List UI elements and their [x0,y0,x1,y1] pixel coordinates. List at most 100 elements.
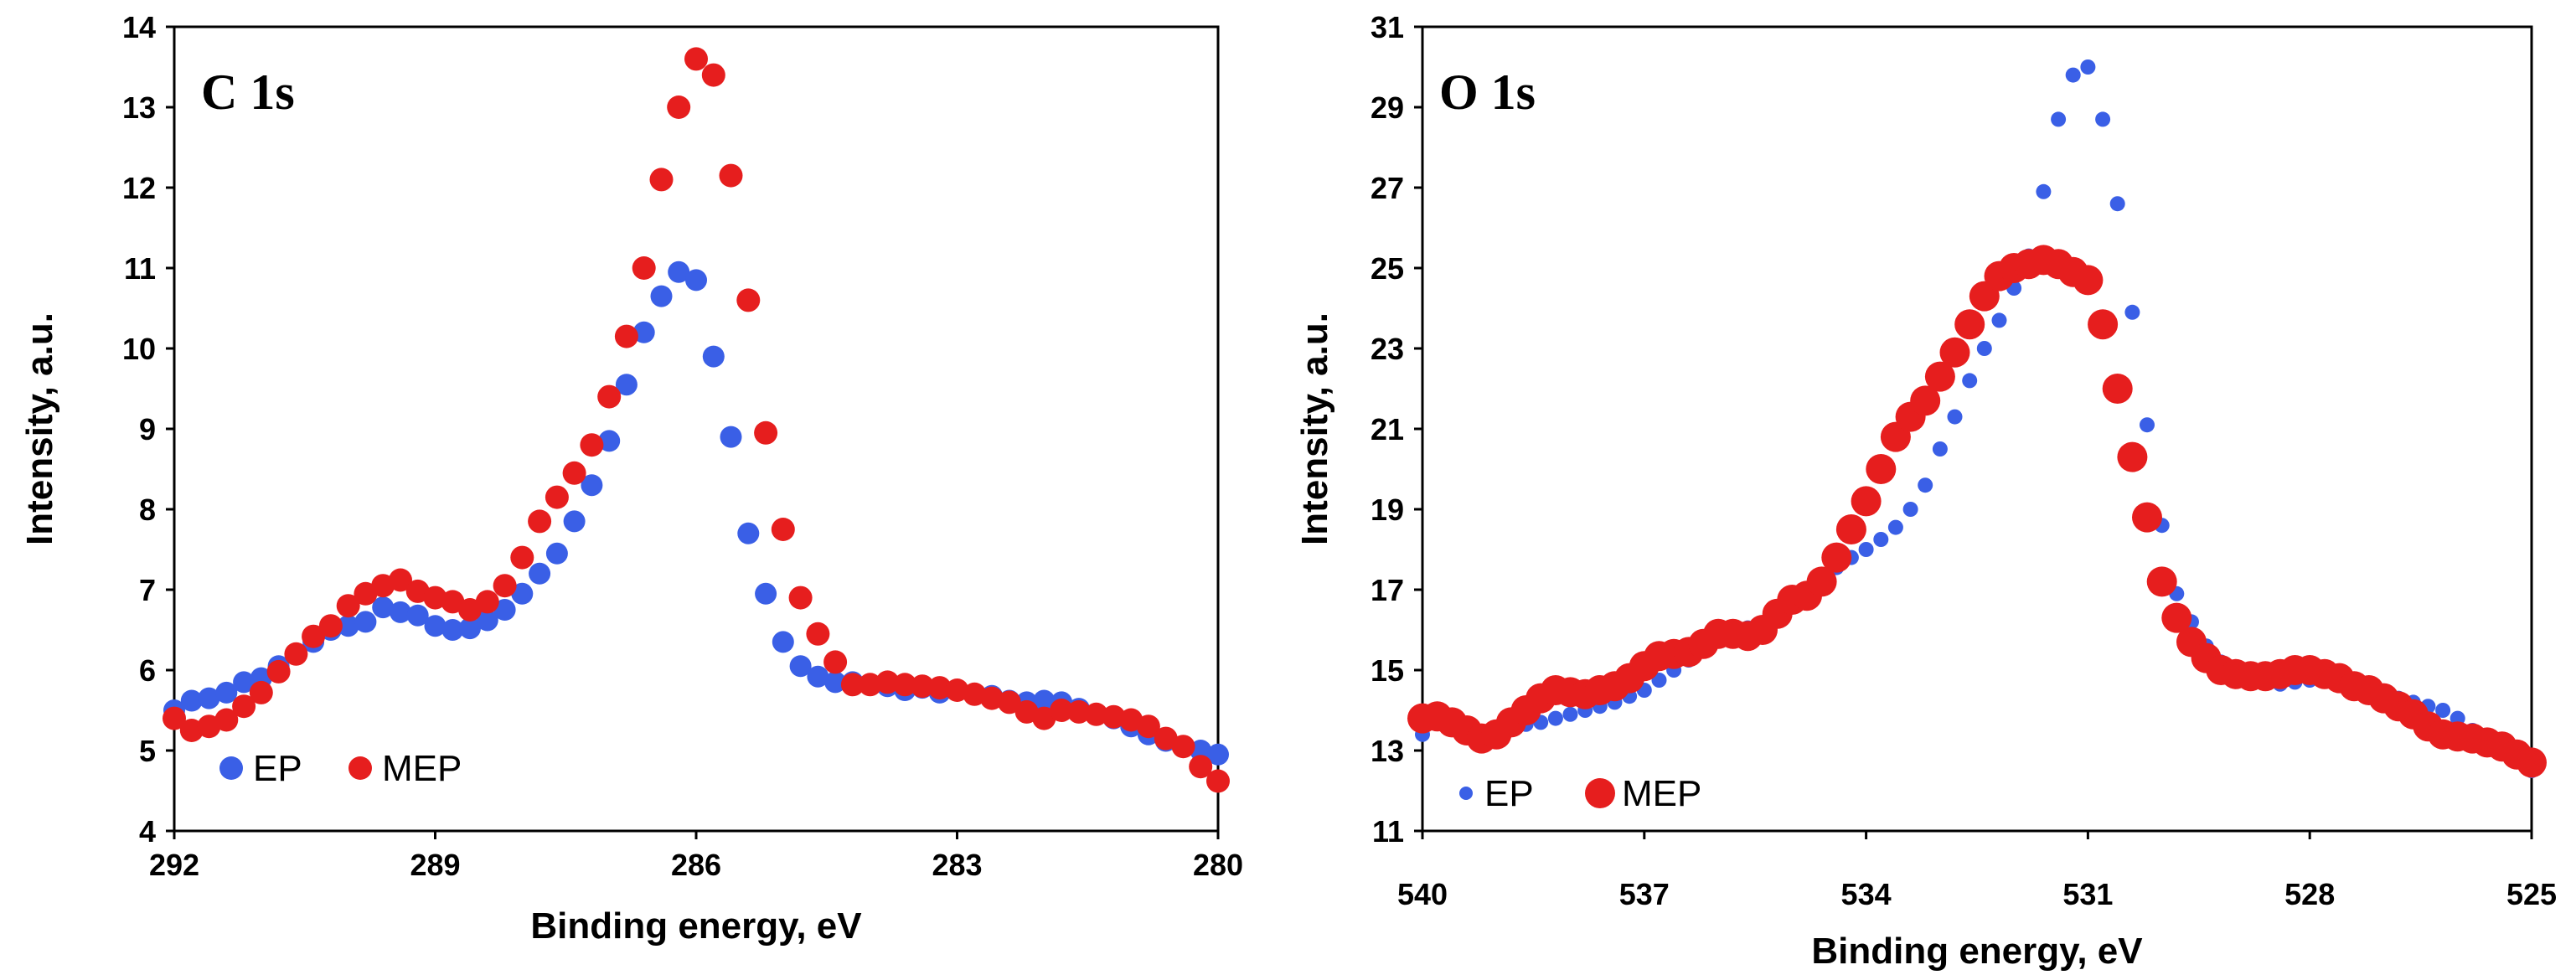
c1s-mep-point [597,384,622,409]
c1s-mep-point [214,708,239,732]
o1s-mep-point [1924,361,1955,392]
o1s-ep-point [1562,706,1578,722]
o1s-mep-point [1835,514,1866,544]
c1s-mep-point [823,650,848,674]
c1s-y-tick-label: 4 [139,814,156,849]
c1s-x-tick-label: 280 [1193,848,1243,882]
c1s-mep-point [927,676,952,700]
c1s-mep-point [858,673,882,697]
c1s-mep-point [754,420,778,445]
c1s-mep-point [911,674,934,699]
o1s-mep-point [2073,265,2104,296]
c1s-chart-panel: 4 5 6 7 8 9 10 11 12 13 14 292 289 286 283 280 C 1s Bi… [19,10,1243,947]
o1s-legend-mep-marker [1585,778,1615,808]
c1s-y-tick-label: 13 [122,90,156,125]
c1s-mep-point [667,95,691,119]
c1s-mep-point [788,586,813,610]
c1s-ep-point [685,269,707,291]
o1s-y-tick-label: 11 [1372,814,1404,849]
o1s-ep-point [2435,703,2451,718]
o1s-mep-point [2102,374,2133,404]
o1s-mep-point [2132,502,2162,533]
o1s-ep-point [1873,532,1889,547]
c1s-data-points [163,47,1230,793]
o1s-y-axis-title: Intensity, a.u. [1294,312,1335,545]
c1s-mep-point [354,581,378,606]
c1s-x-axis-title: Binding energy, eV [530,905,862,947]
c1s-mep-point [649,168,674,192]
o1s-legend: EP MEP [1459,773,1701,814]
c1s-mep-point [475,590,499,614]
c1s-mep-point [232,694,256,719]
c1s-mep-point [266,659,291,684]
o1s-y-tick-label: 29 [1371,90,1404,125]
c1s-mep-point [1136,714,1160,739]
c1s-mep-point [249,680,273,704]
o1s-mep-point [1851,486,1882,517]
o1s-y-tick-label: 21 [1371,412,1404,446]
c1s-ep-point [720,426,742,448]
o1s-y-axis: 11 13 15 17 19 21 23 25 27 29 31 [1371,10,1422,849]
c1s-mep-point [1066,699,1091,724]
o1s-x-tick-label: 534 [1841,877,1892,911]
c1s-y-tick-label: 6 [139,653,156,688]
o1s-legend-ep-label: EP [1484,773,1534,814]
c1s-mep-point [736,288,761,312]
o1s-y-tick-label: 17 [1371,573,1404,607]
o1s-ep-point [2080,59,2096,75]
c1s-ep-point [354,611,377,633]
c1s-ep-point [424,615,447,637]
c1s-mep-point [840,673,865,697]
o1s-ep-point [2109,196,2125,212]
o1s-ep-point [1976,341,1992,356]
o1s-panel-label: O 1s [1439,64,1536,120]
o1s-ep-point [1858,542,1874,557]
c1s-y-tick-label: 14 [122,10,156,44]
c1s-ep-point [650,285,673,307]
o1s-y-tick-label: 19 [1371,493,1404,527]
c1s-legend-ep-label: EP [253,748,302,789]
c1s-mep-point [545,485,569,509]
c1s-ep-point [198,687,220,709]
o1s-ep-point [1651,673,1667,688]
c1s-ep-point [511,582,534,605]
o1s-legend-ep-marker [1459,787,1473,800]
c1s-legend-mep-label: MEP [382,748,462,789]
c1s-ep-point [180,689,203,712]
c1s-mep-point [510,545,534,570]
c1s-legend-ep-marker [219,756,243,780]
c1s-ep-point [615,374,638,396]
c1s-mep-point [562,461,586,485]
o1s-ep-point [2036,183,2052,199]
o1s-x-tick-label: 531 [2062,877,2113,911]
o1s-ep-point [2140,417,2155,433]
o1s-y-tick-label: 31 [1371,10,1404,44]
c1s-mep-point [771,518,795,541]
c1s-mep-point [1206,769,1230,793]
c1s-mep-point [163,706,186,730]
c1s-ep-point [789,655,812,678]
c1s-mep-point [806,622,830,646]
c1s-mep-point [389,568,412,592]
c1s-x-tick-label: 289 [410,848,460,882]
o1s-mep-point [2088,309,2119,340]
c1s-mep-point [1032,706,1056,730]
o1s-mep-point [1939,337,1970,368]
o1s-ep-point [2051,111,2067,127]
c1s-y-tick-label: 9 [139,412,156,446]
o1s-y-tick-label: 25 [1371,251,1404,286]
c1s-mep-point [493,574,517,598]
o1s-x-tick-label: 525 [2506,877,2557,911]
o1s-x-axis-title: Binding energy, eV [1811,931,2143,972]
o1s-x-tick-label: 528 [2284,877,2335,911]
c1s-mep-point [1084,702,1108,726]
o1s-chart-panel: 11 13 15 17 19 21 23 25 27 29 31 540 537 534 531 528 52… [1294,10,2557,972]
o1s-mep-point [2146,566,2177,597]
c1s-y-tick-label: 7 [139,573,156,607]
o1s-y-tick-label: 23 [1371,332,1404,366]
o1s-mep-point [1806,566,1837,597]
c1s-y-tick-label: 8 [139,493,156,527]
o1s-mep-point [1910,385,1941,416]
o1s-ep-point [1947,409,1963,425]
